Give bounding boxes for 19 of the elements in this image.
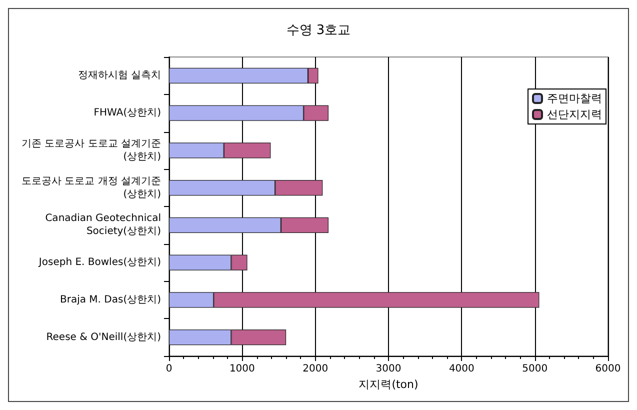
y-tick-label: 정재하시험 실측치 xyxy=(78,70,161,82)
y-tick-label: Joseph E. Bowles(상한치) xyxy=(38,257,162,268)
x-tick-label: 4000 xyxy=(448,364,474,374)
y-tick-label: Canadian Geotechnical Society(상한치) xyxy=(45,213,162,238)
x-tick-label: 2000 xyxy=(302,364,328,374)
x-tick-label: 3000 xyxy=(376,364,402,374)
y-tick-label: 도로공사 도로교 개정 설계기준 (상한치) xyxy=(21,176,162,200)
x-axis-title: 지지력(ton) xyxy=(358,378,418,391)
legend-label: 주면마찰력 xyxy=(547,92,602,105)
x-tick-label: 5000 xyxy=(522,364,548,374)
legend-label: 선단지지력 xyxy=(547,108,602,121)
x-tick-label: 0 xyxy=(166,364,172,374)
x-tick-label: 6000 xyxy=(595,364,621,374)
y-tick-label: FHWA(상한치) xyxy=(94,108,162,119)
y-tick-label: Braja M. Das(상한치) xyxy=(60,294,162,306)
chart-title: 수영 3호교 xyxy=(286,23,351,38)
x-tick-label: 1000 xyxy=(229,364,255,374)
y-tick-label: 기존 도로공사 도로교 설계기준 (상한치) xyxy=(21,138,162,162)
y-tick-label: Reese & O'Neill(상한치) xyxy=(46,332,162,343)
